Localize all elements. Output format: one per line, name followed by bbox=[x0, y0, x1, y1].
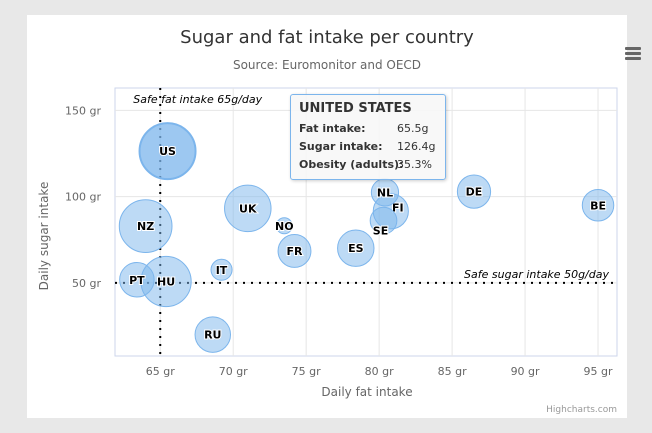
bubble-label: DE bbox=[466, 186, 483, 199]
tooltip-title: UNITED STATES bbox=[299, 101, 412, 116]
bubble-nz[interactable] bbox=[118, 199, 173, 253]
bubble-label: PT bbox=[129, 274, 145, 287]
y-tick-label: 50 gr bbox=[72, 277, 101, 290]
bubble-it[interactable] bbox=[210, 258, 233, 281]
bubble-label: NZ bbox=[137, 220, 154, 233]
x-tick-label: 90 gr bbox=[511, 365, 540, 378]
bubble-no[interactable] bbox=[275, 217, 293, 235]
bubble-de[interactable] bbox=[456, 174, 492, 209]
x-axis-title: Daily fat intake bbox=[321, 385, 412, 399]
bubble-label: UK bbox=[239, 202, 257, 215]
y-tick-label: 150 gr bbox=[65, 104, 101, 117]
bubble-be[interactable] bbox=[581, 189, 615, 222]
bubble-label: FR bbox=[287, 245, 304, 258]
chart-title: Sugar and fat intake per country bbox=[180, 27, 474, 48]
bubble-label: NL bbox=[377, 186, 393, 199]
x-tick-label: 75 gr bbox=[292, 365, 321, 378]
y-tick-label: 100 gr bbox=[65, 191, 101, 204]
tooltip-value: 126.4g bbox=[397, 140, 436, 153]
tooltip-value: 65.5g bbox=[397, 122, 429, 135]
bubble-label: NO bbox=[275, 220, 294, 233]
plot-border bbox=[114, 87, 618, 357]
tooltip-label: Fat intake: bbox=[299, 122, 366, 135]
plot-line-label: Safe fat intake 65g/day bbox=[133, 93, 262, 106]
tooltip-label: Sugar intake: bbox=[299, 140, 383, 153]
y-axis-title: Daily sugar intake bbox=[37, 182, 51, 291]
bubble-se[interactable] bbox=[369, 206, 398, 235]
x-tick-label: 95 gr bbox=[584, 365, 613, 378]
credits[interactable]: Highcharts.com bbox=[546, 405, 617, 415]
bubble-label: BE bbox=[590, 199, 606, 212]
tooltip-label: Obesity (adults): bbox=[299, 158, 404, 171]
bubble-pt[interactable] bbox=[119, 262, 155, 298]
bubble-us[interactable] bbox=[138, 122, 197, 181]
bubble-fr[interactable] bbox=[277, 234, 312, 268]
x-tick-label: 80 gr bbox=[365, 365, 394, 378]
bubble-es[interactable] bbox=[337, 229, 375, 267]
tooltip-value: 35.3% bbox=[397, 158, 432, 171]
x-tick-label: 65 gr bbox=[146, 365, 175, 378]
chart-subtitle: Source: Euromonitor and OECD bbox=[233, 58, 421, 72]
chart-container: Sugar and fat intake per country Source:… bbox=[27, 15, 641, 418]
bubble-chart: Sugar and fat intake per country Source:… bbox=[37, 27, 618, 415]
plot-line-label: Safe sugar intake 50g/day bbox=[464, 268, 609, 281]
bubble-label: IT bbox=[216, 264, 228, 277]
tooltip: UNITED STATES Fat intake: 65.5g Sugar in… bbox=[290, 94, 446, 180]
bubble-label: FI bbox=[392, 201, 404, 214]
bubble-uk[interactable] bbox=[224, 184, 272, 233]
bubble-label: ES bbox=[348, 242, 364, 255]
bubble-label: US bbox=[159, 145, 176, 158]
x-tick-label: 70 gr bbox=[219, 365, 248, 378]
hamburger-menu-icon[interactable] bbox=[625, 47, 641, 61]
x-tick-label: 85 gr bbox=[438, 365, 467, 378]
bubble-ru[interactable] bbox=[194, 316, 232, 353]
bubble-label: RU bbox=[204, 329, 221, 342]
bubble-label: HU bbox=[157, 275, 175, 288]
bubble-label: SE bbox=[373, 225, 388, 238]
